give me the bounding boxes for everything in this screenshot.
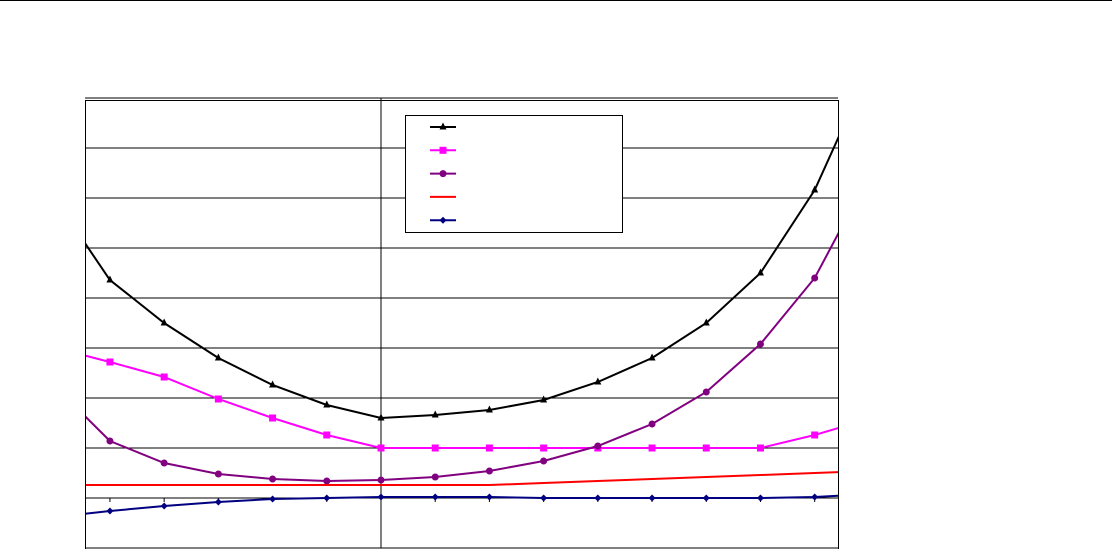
marker	[52, 384, 59, 391]
marker	[439, 122, 447, 130]
marker	[756, 340, 764, 348]
plot-border	[85, 100, 839, 554]
marker	[160, 459, 168, 467]
marker	[323, 431, 331, 439]
marker	[756, 444, 764, 452]
marker	[106, 507, 114, 515]
marker	[323, 494, 331, 502]
marker	[648, 420, 656, 428]
marker	[269, 380, 277, 388]
marker	[702, 318, 710, 326]
marker	[160, 318, 168, 326]
marker	[594, 494, 602, 502]
marker	[106, 437, 114, 445]
marker	[811, 493, 819, 501]
series-line	[85, 135, 838, 420]
marker	[52, 196, 59, 203]
marker	[431, 473, 439, 481]
marker	[594, 377, 602, 385]
marker	[648, 494, 656, 502]
marker	[431, 410, 439, 418]
marker	[377, 444, 385, 452]
marker	[106, 275, 114, 283]
marker	[756, 268, 764, 276]
marker	[648, 353, 656, 361]
marker	[214, 470, 222, 478]
marker	[214, 395, 222, 403]
marker	[811, 431, 819, 439]
marker	[269, 414, 277, 422]
marker	[865, 491, 872, 498]
marker	[756, 494, 764, 502]
marker	[439, 216, 447, 224]
marker	[485, 444, 493, 452]
marker	[594, 442, 602, 450]
marker	[377, 413, 385, 421]
marker	[540, 395, 548, 403]
marker	[485, 493, 493, 501]
series-line	[85, 354, 838, 449]
marker	[52, 345, 59, 352]
marker	[377, 476, 385, 484]
marker	[160, 373, 168, 381]
marker	[648, 444, 656, 452]
marker	[485, 467, 493, 475]
marker	[439, 146, 447, 154]
marker	[431, 493, 439, 501]
marker	[865, 66, 872, 73]
marker	[52, 514, 59, 521]
series-line	[85, 471, 838, 486]
marker	[540, 457, 548, 465]
marker	[702, 444, 710, 452]
marker	[323, 477, 331, 485]
legend	[405, 115, 623, 233]
marker	[702, 388, 710, 396]
marker	[865, 173, 872, 180]
marker	[323, 400, 331, 408]
marker	[214, 498, 222, 506]
marker	[439, 170, 447, 178]
marker	[377, 493, 385, 501]
marker	[865, 416, 872, 423]
series-line	[85, 494, 838, 515]
marker	[540, 494, 548, 502]
marker	[540, 444, 548, 452]
marker	[214, 353, 222, 361]
marker	[702, 494, 710, 502]
marker	[269, 475, 277, 483]
marker	[160, 502, 168, 510]
plot-area	[52, 66, 872, 521]
marker	[269, 495, 277, 503]
marker	[106, 358, 114, 366]
marker	[811, 185, 819, 193]
marker	[811, 274, 819, 282]
marker	[485, 405, 493, 413]
marker	[431, 444, 439, 452]
series-line	[85, 232, 838, 483]
